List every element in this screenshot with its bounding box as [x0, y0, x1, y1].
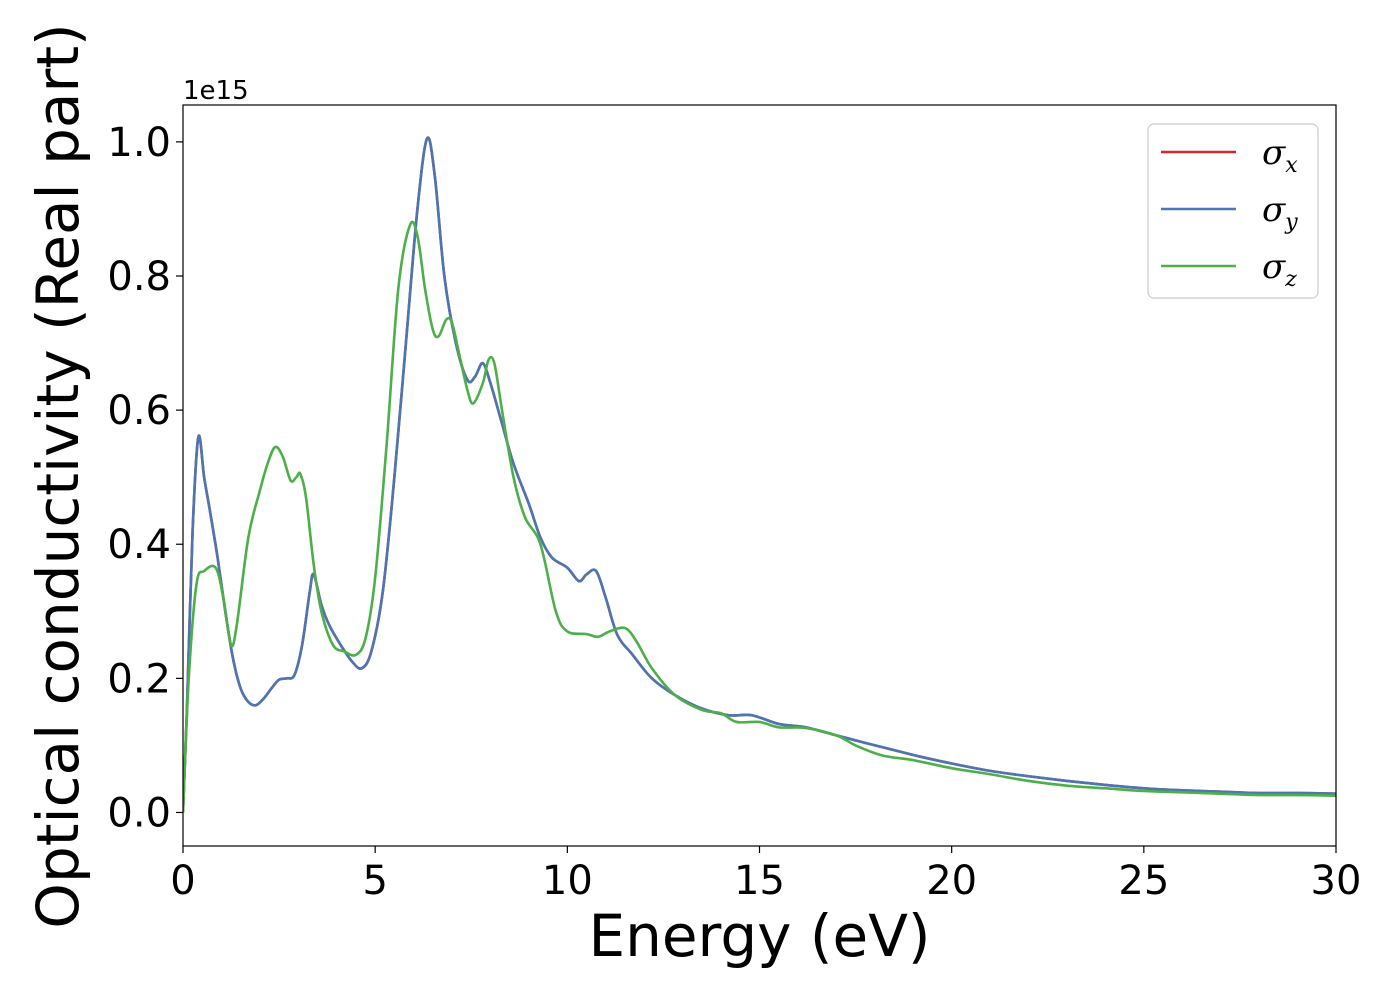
y-tick-label: 1.0	[107, 120, 171, 166]
y-tick-label: 0.2	[107, 656, 171, 702]
x-axis-title: Energy (eV)	[588, 902, 930, 970]
legend-subscript: x	[1285, 153, 1298, 178]
y-tick-label: 0.6	[107, 388, 171, 434]
y-axis-ticks: 0.0 0.2 0.4 0.6 0.8 1.0	[107, 120, 183, 836]
legend-subscript: y	[1284, 210, 1298, 235]
y-tick-label: 0.4	[107, 522, 171, 568]
x-tick-label: 5	[362, 858, 387, 904]
x-tick-label: 0	[170, 858, 195, 904]
x-tick-label: 10	[542, 858, 593, 904]
x-tick-label: 25	[1118, 858, 1169, 904]
legend-box	[1147, 123, 1319, 299]
y-tick-label: 0.8	[107, 254, 171, 300]
legend-subscript: z	[1284, 267, 1297, 292]
series-line-y	[183, 136, 1336, 813]
series-line-z	[183, 220, 1336, 813]
y-axis-title: Optical conductivity (Real part)	[24, 23, 92, 928]
x-axis-ticks: 0 5 10 15 20 25 30	[170, 846, 1361, 904]
y-tick-label: 0.0	[107, 790, 171, 836]
x-tick-label: 20	[926, 858, 977, 904]
series-layer	[183, 136, 1336, 813]
x-tick-label: 30	[1311, 858, 1362, 904]
y-offset-label: 1e15	[183, 76, 249, 106]
x-tick-label: 15	[734, 858, 785, 904]
